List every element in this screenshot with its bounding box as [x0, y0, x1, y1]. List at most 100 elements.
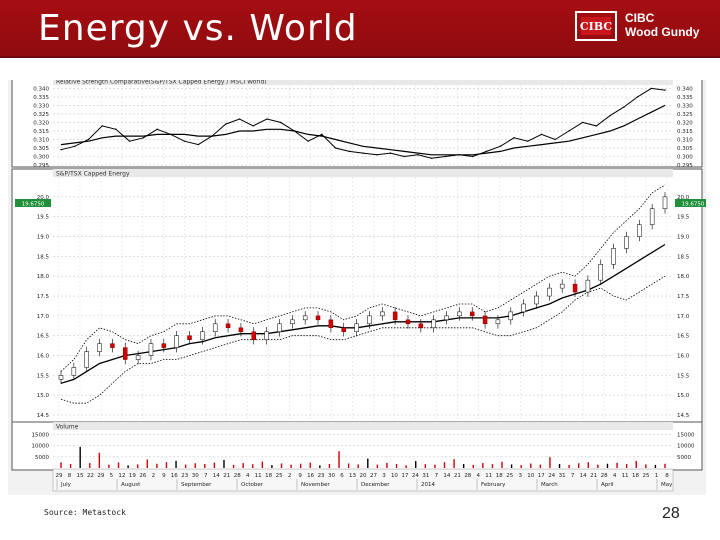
rs-panel-frame: [11, 76, 703, 168]
x-day-label: 26: [139, 473, 146, 479]
px-tick-label-right: 18.5: [677, 254, 690, 260]
x-day-label: 19: [129, 473, 136, 479]
x-day-label: 23: [318, 473, 325, 479]
px-tick-label-right: 17.5: [677, 294, 690, 300]
x-day-label: 25: [643, 473, 650, 479]
rs-tick-label-left: 0.305: [33, 146, 49, 152]
x-day-label: 10: [391, 473, 398, 479]
px-moving-average-line: [60, 243, 666, 384]
px-candle-body: [444, 315, 449, 321]
rs-data-point: [485, 150, 488, 153]
x-day-label: 28: [601, 473, 608, 479]
px-candle-body: [534, 295, 539, 305]
px-candle-body: [662, 196, 668, 209]
px-candle-body: [97, 343, 102, 352]
x-day-label: 18: [632, 473, 639, 479]
rs-tick-label-right: 0.340: [677, 86, 693, 92]
rs-data-point: [403, 155, 405, 158]
x-day-label: 1: [655, 473, 659, 479]
rs-data-point: [225, 123, 227, 125]
px-candle-body: [71, 367, 77, 376]
rs-tick-label-left: 0.335: [33, 95, 49, 101]
x-month-label: July: [60, 482, 72, 488]
rs-data-point: [170, 133, 172, 136]
x-day-label: 21: [223, 473, 230, 479]
rs-tick-label-left: 0.295: [33, 163, 49, 169]
px-tick-label-left: 17.0: [37, 314, 50, 320]
rs-tick-label-right: 0.330: [677, 103, 693, 109]
px-candle-body: [392, 311, 398, 321]
px-candle-body: [238, 327, 244, 332]
px-tick-label-left: 18.0: [37, 274, 50, 280]
x-day-label: 2: [152, 473, 156, 479]
header-divider: [0, 56, 720, 58]
rs-title-strip: [53, 77, 673, 85]
px-candle-body: [469, 311, 475, 317]
rs-data-point: [156, 128, 158, 130]
px-tick-label-left: 19.0: [37, 235, 50, 241]
px-tick-label-right: 20.0: [677, 195, 690, 201]
rs-moving-average-line: [60, 104, 666, 156]
px-candle-body: [457, 311, 462, 317]
rs-data-point: [664, 89, 666, 91]
vol-tick-label-right: 10000: [677, 444, 695, 450]
rs-data-point: [568, 130, 570, 132]
x-day-label: 24: [548, 473, 555, 479]
px-candle-body: [290, 319, 295, 325]
px-tick-label-right: 14.5: [677, 413, 690, 419]
rs-tick-label-right: 0.325: [677, 112, 693, 118]
cibc-logo-mark: CIBC: [575, 11, 617, 41]
px-panel-frame: [11, 168, 703, 426]
x-month-label: October: [241, 482, 264, 488]
px-candle-body: [418, 323, 424, 329]
x-month-label: November: [301, 482, 330, 488]
px-tick-label-right: 16.0: [677, 354, 690, 360]
x-day-label: 11: [485, 473, 492, 479]
px-lower-band-line: [60, 275, 666, 404]
vol-tick-label-left: 10000: [32, 444, 50, 450]
x-day-label: 10: [527, 473, 534, 479]
px-candle-body: [277, 323, 282, 332]
x-day-label: 27: [370, 473, 377, 479]
x-day-label: 7: [204, 473, 208, 479]
rs-data-point: [362, 152, 364, 154]
px-candle-body: [547, 287, 552, 297]
rs-data-point: [595, 125, 598, 127]
x-day-label: 4: [613, 473, 617, 479]
px-last-value-right-box: [675, 199, 711, 207]
rs-data-point: [321, 133, 323, 136]
px-candle-body: [482, 315, 488, 325]
px-candle-body: [84, 351, 89, 368]
px-candle-body: [495, 319, 501, 325]
rs-data-point: [513, 137, 515, 139]
x-day-label: 16: [307, 473, 314, 479]
x-day-label: 17: [401, 473, 408, 479]
rs-data-point: [307, 140, 309, 142]
rs-data-point: [74, 145, 76, 147]
px-tick-label-left: 16.5: [37, 334, 50, 340]
vol-title-strip: [53, 422, 673, 430]
px-tick-label-right: 19.0: [677, 235, 690, 241]
px-candle-body: [264, 331, 269, 340]
px-tick-label-right: 15.5: [677, 373, 690, 379]
px-candle-body: [212, 323, 218, 332]
x-month-label: 2014: [421, 482, 435, 488]
chart-area: Relative Strength Comparative(S&P/TSX Ca…: [8, 76, 711, 495]
px-candle-body: [225, 323, 231, 329]
rs-data-point: [417, 154, 419, 156]
px-candle-body: [200, 331, 205, 340]
px-candle-body: [508, 311, 514, 321]
px-last-value-right: 19.6750: [682, 202, 705, 208]
rs-tick-label-right: 0.320: [677, 120, 693, 126]
px-panel-title: S&P/TSX Capped Energy: [56, 171, 130, 178]
px-candle-body: [161, 343, 167, 348]
px-last-value-left-box: [15, 199, 51, 207]
rs-tick-label-left: 0.325: [33, 112, 49, 118]
rs-data-point: [636, 96, 639, 98]
x-day-label: 8: [68, 473, 72, 479]
x-day-label: 28: [464, 473, 471, 479]
x-day-label: 25: [506, 473, 513, 479]
px-tick-label-right: 17.0: [677, 314, 690, 320]
x-day-label: 21: [590, 473, 597, 479]
px-candle-body: [315, 315, 321, 321]
